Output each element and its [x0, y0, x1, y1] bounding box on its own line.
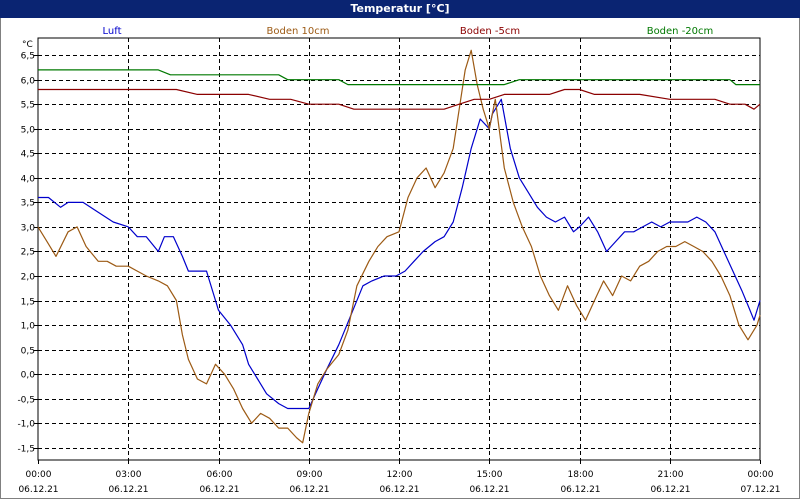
y-tick-label: 3,0	[21, 224, 36, 234]
y-tick-label: 2,0	[21, 273, 36, 283]
x-tick-label-time: 03:00	[116, 470, 142, 480]
x-tick-label-date: 06.12.21	[469, 485, 509, 495]
y-tick-label: 5,5	[21, 101, 35, 111]
y-axis: -1,5 -1,0 -0,5 0,0 0,5 1,0 1,5 2,0 2,5 3,0 3,5 4,0 4…	[17, 52, 38, 455]
y-tick-label: 5,0	[21, 126, 36, 136]
x-tick-label-time: 18:00	[568, 470, 594, 480]
y-tick-label: 4,0	[21, 175, 36, 185]
x-tick-label-time: 00:00	[26, 470, 52, 480]
series-line	[37, 49, 761, 444]
x-tick-label-time: 06:00	[207, 470, 233, 480]
y-tick-label: 0,0	[21, 371, 36, 381]
x-tick-label-time: 21:00	[658, 470, 684, 480]
x-tick-label-date: 06.12.21	[560, 485, 600, 495]
x-axis: 00:00 06.12.21 03:00 06.12.21 06:00 06.12.21 0…	[18, 460, 781, 495]
x-tick-label-time: 15:00	[477, 470, 503, 480]
legend-item: Luft	[103, 26, 122, 37]
y-tick-label: 1,0	[21, 322, 36, 332]
x-tick-label-date: 06.12.21	[379, 485, 419, 495]
x-tick-label-date: 06.12.21	[18, 485, 58, 495]
grid	[38, 38, 760, 460]
series-line	[38, 69, 760, 86]
series-line	[38, 88, 761, 110]
x-tick-label-date: 07.12.21	[740, 485, 780, 495]
y-tick-label: 0,5	[21, 347, 35, 357]
x-tick-label-date: 06.12.21	[108, 485, 148, 495]
legend-item: Boden -5cm	[460, 26, 520, 37]
y-axis-unit: °C	[22, 40, 33, 50]
legend-item: Boden -20cm	[647, 26, 714, 37]
legend-item: Boden 10cm	[267, 26, 330, 37]
x-tick-label-date: 06.12.21	[289, 485, 329, 495]
x-tick-label-time: 12:00	[387, 470, 413, 480]
series-lines	[37, 49, 761, 444]
y-tick-label: 3,5	[21, 199, 35, 209]
y-tick-label: 2,5	[21, 248, 35, 258]
y-tick-label: 6,5	[21, 52, 35, 62]
series-line	[38, 98, 761, 410]
y-tick-label: -0,5	[17, 396, 35, 406]
y-tick-label: 1,5	[21, 298, 35, 308]
legend: Luft Boden 10cm Boden -5cm Boden -20cm	[103, 26, 714, 37]
chart-title: Temperatur [°C]	[0, 0, 800, 18]
x-tick-label-date: 06.12.21	[650, 485, 690, 495]
y-tick-label: 4,5	[21, 150, 35, 160]
x-tick-label-time: 00:00	[748, 470, 774, 480]
y-tick-label: 6,0	[21, 77, 36, 87]
x-tick-label-date: 06.12.21	[199, 485, 239, 495]
y-tick-label: -1,5	[17, 445, 35, 455]
x-tick-label-time: 09:00	[297, 470, 323, 480]
y-tick-label: -1,0	[17, 420, 35, 430]
